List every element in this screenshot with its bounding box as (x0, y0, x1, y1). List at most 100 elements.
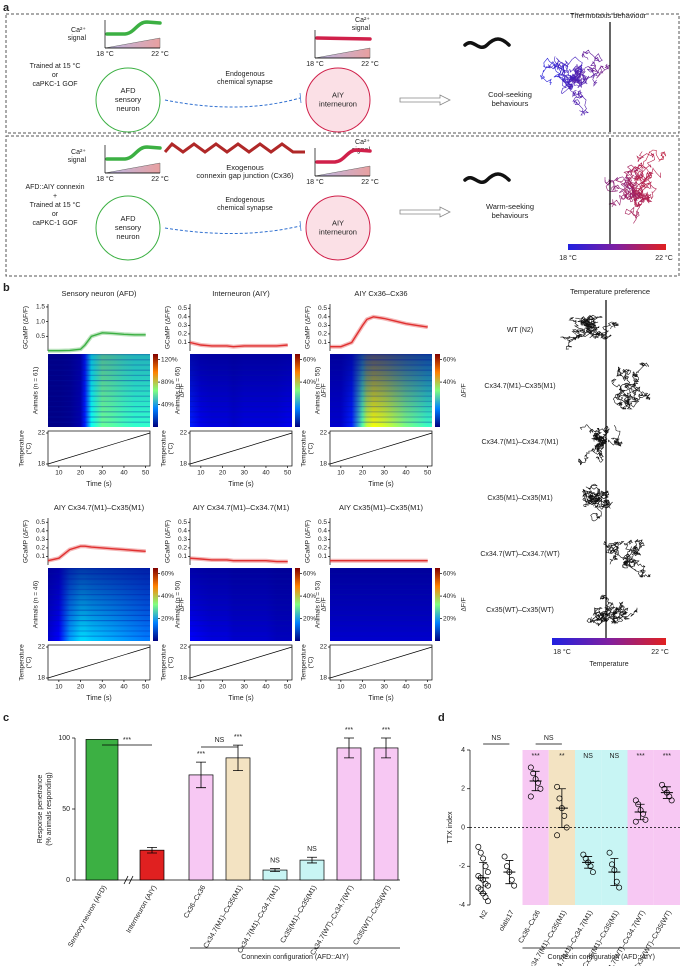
heatmap-row (330, 578, 432, 580)
x-tick-label: 30 (241, 470, 249, 477)
n-label: Animals (n = 53) (315, 581, 322, 629)
track (614, 169, 643, 191)
y-tick-label: 0.2 (178, 545, 187, 552)
error-bar (147, 846, 157, 854)
trace-line (47, 545, 146, 562)
y-tick-label: 22 (38, 430, 46, 437)
heatmap-row (190, 625, 292, 627)
track (601, 321, 620, 334)
track (581, 488, 588, 503)
point (632, 818, 639, 825)
track (587, 314, 603, 327)
point (501, 853, 508, 860)
label: interneuron (319, 99, 357, 108)
trace-line (330, 316, 428, 348)
heatmap-row (190, 635, 292, 637)
trace-band (330, 314, 429, 349)
colorbar-tick-label: 60% (303, 570, 316, 577)
heatmap-row (330, 604, 432, 606)
track (626, 392, 640, 408)
y-axis-label: Temperature (19, 644, 26, 681)
panel-label: d (438, 712, 445, 724)
heatmap-row (330, 594, 432, 596)
label: or (52, 211, 59, 218)
colorbar-tick-label: 40% (161, 593, 174, 600)
track (588, 488, 600, 500)
colorbar-tick-label: 20% (443, 615, 456, 622)
heatmap-row (190, 594, 292, 596)
x-tick-label: 20 (359, 684, 367, 691)
x-axis-label: Connexin configuration (AFD::AIY) (548, 954, 655, 961)
track (572, 89, 587, 113)
x-tick-label: olaIs17 (498, 909, 515, 932)
y-axis-label: (°C) (25, 443, 33, 455)
y-tick-label: 18 (38, 675, 46, 682)
track (610, 605, 620, 615)
label: connexin gap junction (Cx36) (196, 171, 294, 180)
heatmap-row (48, 395, 150, 397)
heatmap-shade (48, 568, 150, 641)
x-tick-label: 30 (381, 470, 389, 477)
heatmap-row (330, 614, 432, 616)
track (604, 176, 634, 193)
label: Trained at 15 °C (30, 201, 81, 209)
heatmap-row (48, 609, 150, 611)
heatmap-row (48, 630, 150, 632)
label: 22 °C (655, 254, 673, 262)
y-tick-label: 0.5 (36, 333, 45, 340)
track (631, 149, 667, 181)
label: AFD (121, 214, 137, 223)
significance: NS (215, 737, 225, 744)
label: behaviours (492, 99, 529, 108)
point (616, 884, 623, 891)
x-tick-label: 50 (284, 470, 292, 477)
track (554, 56, 579, 81)
x-tick-label: Cx34.7(M1)–Cx35(M1) (203, 884, 245, 949)
heatmap-row (48, 421, 150, 423)
label: 18 °C (96, 50, 114, 58)
panel-title: AIY Cx34.7(M1)–Cx35(M1) (54, 503, 145, 512)
track (635, 162, 654, 186)
y-axis-label: (% animals responding) (46, 772, 53, 846)
track (616, 366, 631, 388)
colorbar-label: ΔF/F (321, 597, 328, 611)
heatmap-row (48, 374, 150, 376)
label: AFD::AIY connexin (25, 184, 84, 191)
y-axis-label: Temperature (161, 644, 168, 681)
temp-wedge (104, 162, 161, 174)
heatmap-row (48, 406, 150, 408)
y-axis-label: Temperature (161, 430, 168, 467)
x-axis-label: Time (s) (86, 481, 111, 488)
y-tick-label: 1.5 (36, 304, 45, 311)
point (482, 863, 489, 870)
heatmap-row (48, 573, 150, 575)
track (632, 362, 650, 381)
heatmap-row (330, 635, 432, 637)
heatmap-row (330, 416, 432, 418)
track (545, 61, 569, 74)
track (572, 67, 587, 86)
worm (463, 172, 511, 184)
point (589, 869, 596, 876)
x-tick-label: Sensory neuron (AFD) (67, 884, 108, 948)
temp-wedge (314, 47, 371, 59)
x-tick-label: 30 (99, 470, 107, 477)
y-tick-label: 0.1 (178, 339, 187, 346)
panel-label: c (3, 712, 9, 724)
heatmap-row (190, 604, 292, 606)
heatmap-row (48, 588, 150, 590)
heatmap-row (330, 359, 432, 361)
track (585, 483, 605, 497)
colorbar-label: ΔF/F (321, 383, 328, 397)
heatmap-row (190, 599, 292, 601)
y-axis-label: GCaMP (ΔF/F) (23, 306, 30, 349)
colorbar (435, 354, 440, 427)
point (537, 785, 544, 792)
ca-trace (105, 145, 162, 161)
label: chemical synapse (217, 205, 273, 212)
y-tick-label: 0.3 (178, 322, 187, 329)
heatmap-row (190, 416, 292, 418)
label: or (52, 72, 59, 79)
y-tick-label: 22 (320, 644, 328, 651)
